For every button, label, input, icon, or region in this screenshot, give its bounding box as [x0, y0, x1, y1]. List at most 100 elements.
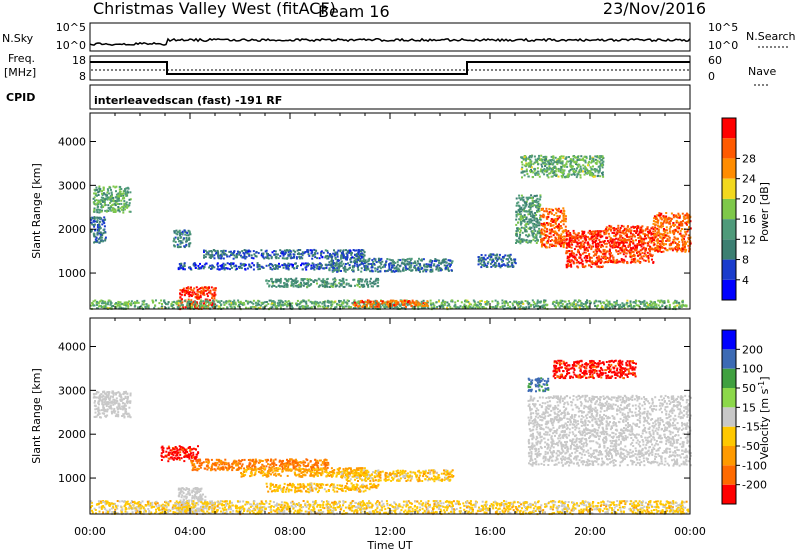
data-cell [547, 212, 550, 215]
data-cell [354, 284, 356, 287]
data-cell [161, 305, 163, 308]
data-cell [600, 159, 603, 161]
data-cell [232, 251, 235, 254]
data-cell [256, 262, 259, 265]
data-cell [402, 304, 405, 306]
data-cell [337, 265, 340, 268]
data-cell [588, 238, 591, 241]
data-cell [378, 259, 380, 261]
data-cell [221, 264, 224, 266]
data-cell [129, 210, 132, 213]
data-cell [521, 156, 524, 159]
data-cell [573, 173, 576, 176]
data-cell [199, 262, 201, 265]
data-cell [356, 265, 359, 268]
data-cell [233, 254, 236, 257]
data-cell [484, 301, 487, 303]
data-cell [525, 168, 528, 171]
data-cell [195, 301, 198, 304]
data-cell [492, 306, 494, 309]
data-cell [358, 282, 361, 285]
data-cell [509, 305, 511, 308]
data-cell [191, 306, 194, 308]
data-cell [271, 282, 274, 285]
data-cell [369, 301, 372, 304]
data-cell [313, 268, 316, 271]
data-cell [501, 256, 504, 258]
data-cell [599, 262, 602, 264]
data-cell [334, 283, 337, 286]
data-cell [372, 285, 374, 288]
data-cell [617, 253, 620, 255]
data-cell [248, 253, 251, 256]
data-cell [541, 232, 544, 235]
data-cell [286, 284, 289, 287]
data-cell [257, 252, 260, 255]
data-cell [177, 268, 180, 271]
data-cell [523, 164, 526, 167]
data-cell [251, 262, 254, 265]
data-cell [443, 264, 446, 267]
data-cell [334, 258, 337, 261]
data-cell [243, 254, 246, 257]
data-cell [579, 165, 582, 168]
data-cell [599, 265, 601, 268]
data-cell [370, 266, 373, 269]
data-cell [576, 250, 579, 253]
data-cell [272, 265, 274, 268]
data-cell [185, 305, 188, 308]
data-cell [515, 215, 518, 218]
data-cell [633, 305, 635, 308]
data-cell [415, 264, 418, 267]
data-cell [594, 243, 597, 246]
data-cell [579, 237, 582, 240]
data-cell [281, 252, 284, 255]
freq-label-2: [MHz] [4, 66, 36, 79]
data-cell [520, 161, 523, 164]
data-cell [494, 257, 497, 259]
data-cell [494, 262, 496, 265]
data-cell [274, 250, 277, 253]
data-cell [538, 232, 541, 235]
data-cell [285, 249, 288, 252]
data-cell [183, 229, 186, 232]
data-cell [184, 306, 187, 309]
data-cell [93, 304, 96, 307]
data-cell [522, 199, 525, 202]
data-cell [387, 268, 390, 271]
data-cell [252, 250, 255, 253]
data-cell [615, 249, 617, 252]
data-cell [559, 245, 562, 248]
data-cell [363, 269, 366, 271]
data-cell [533, 155, 536, 158]
data-cell [343, 286, 346, 288]
data-cell [528, 234, 531, 237]
data-cell [95, 236, 98, 239]
data-cell [262, 306, 265, 309]
data-cell [185, 240, 188, 243]
data-cell [548, 165, 551, 168]
data-cell [396, 301, 399, 304]
data-cell [635, 300, 638, 303]
data-cell [126, 193, 129, 196]
data-cell [271, 263, 274, 266]
data-cell [377, 279, 380, 282]
data-cell [332, 259, 335, 262]
data-cell [181, 231, 184, 234]
data-cell [95, 209, 98, 212]
data-cell [206, 288, 209, 291]
data-cell [374, 279, 377, 282]
data-cell [234, 256, 237, 259]
data-cell [572, 235, 575, 238]
data-cell [279, 277, 282, 280]
data-cell [104, 239, 107, 242]
data-cell [335, 261, 338, 264]
data-cell [541, 237, 544, 240]
data-cell [107, 210, 110, 212]
data-cell [647, 257, 650, 259]
data-cell [667, 301, 670, 304]
data-cell [300, 301, 303, 304]
data-cell [205, 287, 208, 290]
data-cell [350, 253, 353, 256]
data-cell [203, 289, 206, 292]
